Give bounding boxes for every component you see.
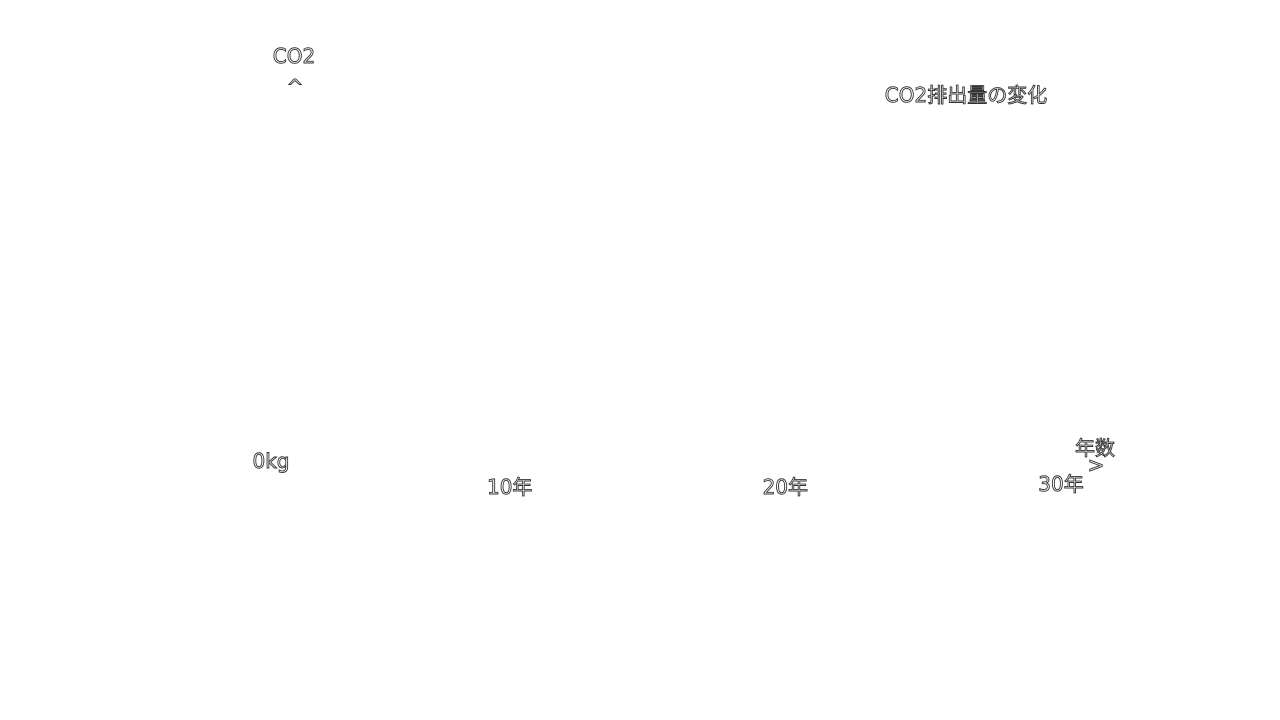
y-axis-label: CO2 [273, 44, 315, 68]
chart-title: CO2排出量の変化 [885, 83, 1047, 107]
y-axis-arrow: ^ [287, 75, 304, 99]
x-tick-labels: 10年 20年 30年 [487, 472, 1085, 500]
x-axis-label: 年数 [1075, 436, 1115, 460]
origin-label: 0kg [252, 449, 289, 473]
x-tick-label: 10年 [487, 475, 532, 499]
x-tick-label: 20年 [763, 475, 808, 499]
x-tick-label: 30年 [1038, 472, 1083, 496]
x-axis-arrow: > [1088, 453, 1105, 477]
